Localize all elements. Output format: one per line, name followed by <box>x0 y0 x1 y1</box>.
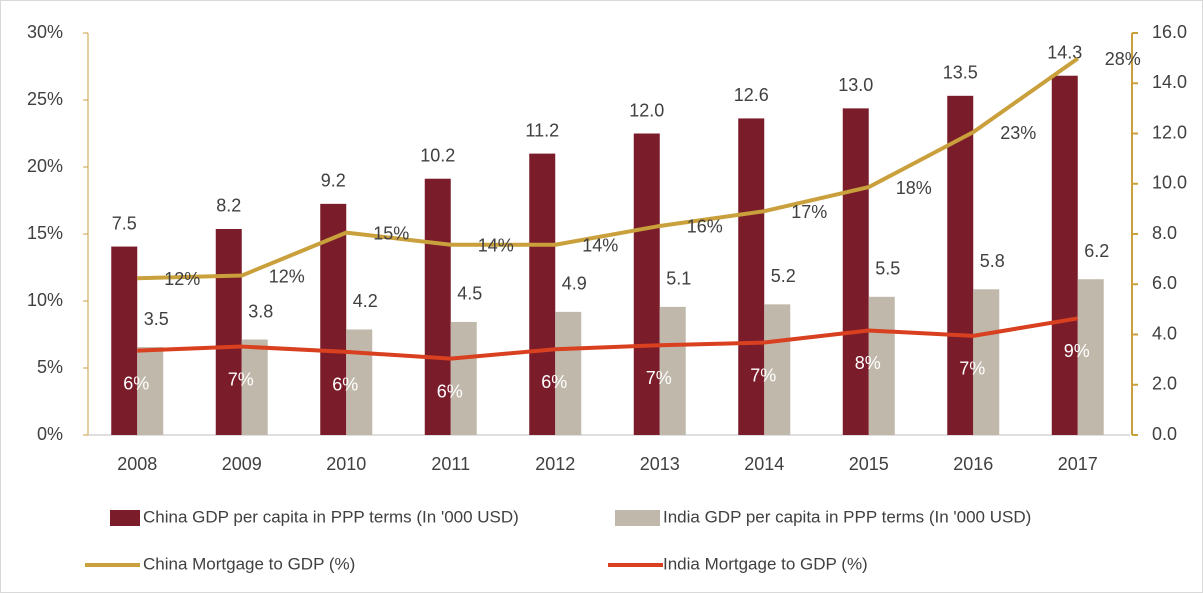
bar-value-label: 12.0 <box>629 100 664 120</box>
y-tick-label: 15% <box>27 223 63 243</box>
line-value-label: 7% <box>228 369 254 389</box>
bar <box>1077 279 1104 435</box>
line-value-label: 7% <box>646 368 672 388</box>
y2-tick-label: 4.0 <box>1152 323 1177 343</box>
y2-tick-label: 0.0 <box>1152 424 1177 444</box>
line-value-label: 12% <box>164 269 200 289</box>
line-value-label: 6% <box>541 372 567 392</box>
line-value-label: 8% <box>855 353 881 373</box>
line-value-label: 16% <box>687 217 723 237</box>
bar <box>868 296 895 435</box>
y2-tick-label: 16.0 <box>1152 22 1187 42</box>
legend-swatch <box>615 510 660 526</box>
bar <box>842 108 869 435</box>
x-tick-label: 2010 <box>326 454 366 474</box>
y2-tick-label: 8.0 <box>1152 223 1177 243</box>
line-value-label: 7% <box>959 359 985 379</box>
bar <box>137 347 164 435</box>
bar-value-label: 5.1 <box>666 269 691 289</box>
bar <box>947 95 974 435</box>
bar-value-label: 6.2 <box>1084 241 1109 261</box>
legend-label: India GDP per capita in PPP terms (In '0… <box>663 507 1031 526</box>
y-tick-label: 0% <box>37 424 63 444</box>
bar-value-label: 13.0 <box>838 75 873 95</box>
line-value-label: 28% <box>1105 49 1141 69</box>
line-value-label: 14% <box>478 235 514 255</box>
line-value-label: 14% <box>582 235 618 255</box>
bar-value-label: 7.5 <box>112 213 137 233</box>
line <box>137 56 1079 281</box>
bar <box>241 339 268 435</box>
line-value-label: 6% <box>332 375 358 395</box>
bar-value-label: 9.2 <box>321 171 346 191</box>
bar <box>1051 75 1078 436</box>
legend: China GDP per capita in PPP terms (In '0… <box>85 507 1031 573</box>
y2-tick-label: 14.0 <box>1152 72 1187 92</box>
line-value-label: 6% <box>437 381 463 401</box>
line-value-label: 17% <box>791 202 827 222</box>
line-value-label: 12% <box>269 266 305 286</box>
x-tick-label: 2011 <box>431 454 470 474</box>
x-tick-label: 2013 <box>640 454 680 474</box>
bar <box>215 228 242 435</box>
bar-value-label: 12.6 <box>734 85 769 105</box>
legend-swatch <box>110 510 140 526</box>
bar-value-label: 3.5 <box>144 309 169 329</box>
y-tick-label: 10% <box>27 290 63 310</box>
y2-tick-label: 6.0 <box>1152 273 1177 293</box>
bar-value-label: 13.5 <box>943 63 978 83</box>
line-value-label: 6% <box>123 373 149 393</box>
bar <box>659 306 686 435</box>
y-tick-label: 5% <box>37 357 63 377</box>
line <box>137 316 1079 361</box>
x-tick-label: 2012 <box>535 454 575 474</box>
line-value-label: 15% <box>373 223 409 243</box>
bar <box>346 329 373 435</box>
bar-value-label: 4.5 <box>457 284 482 304</box>
x-tick-label: 2014 <box>744 454 784 474</box>
y2-tick-label: 10.0 <box>1152 173 1187 193</box>
y2-tick-label: 12.0 <box>1152 122 1187 142</box>
y2-tick-label: 2.0 <box>1152 374 1177 394</box>
line-value-label: 7% <box>750 365 776 385</box>
bar-value-label: 3.8 <box>248 301 273 321</box>
legend-label: China GDP per capita in PPP terms (In '0… <box>143 507 519 526</box>
y-tick-label: 25% <box>27 89 63 109</box>
x-tick-label: 2008 <box>117 454 157 474</box>
bar-value-label: 4.2 <box>353 291 378 311</box>
x-tick-label: 2009 <box>222 454 262 474</box>
x-tick-label: 2016 <box>953 454 993 474</box>
bar-value-label: 8.2 <box>216 196 241 216</box>
bar-value-label: 14.3 <box>1047 42 1082 62</box>
y-tick-label: 20% <box>27 156 63 176</box>
bar <box>633 133 660 435</box>
x-tick-label: 2017 <box>1058 454 1098 474</box>
bar <box>555 311 582 435</box>
line-value-label: 18% <box>896 178 932 198</box>
bar <box>424 178 451 435</box>
bar <box>111 246 138 435</box>
line-value-label: 23% <box>1000 123 1036 143</box>
bar <box>529 153 556 435</box>
bar <box>450 321 477 435</box>
legend-label: China Mortgage to GDP (%) <box>143 554 355 573</box>
x-tick-label: 2015 <box>849 454 889 474</box>
legend-label: India Mortgage to GDP (%) <box>663 554 868 573</box>
bar-value-label: 5.8 <box>980 251 1005 271</box>
bar-value-label: 5.5 <box>875 259 900 279</box>
bar <box>764 304 791 435</box>
bar-value-label: 11.2 <box>525 120 559 140</box>
y-tick-label: 30% <box>27 22 63 42</box>
bar-value-label: 4.9 <box>562 274 587 294</box>
bar <box>738 118 765 436</box>
bar-value-label: 5.2 <box>771 266 796 286</box>
bar-value-label: 10.2 <box>420 145 455 165</box>
bar <box>973 289 1000 435</box>
line-value-label: 9% <box>1064 341 1090 361</box>
